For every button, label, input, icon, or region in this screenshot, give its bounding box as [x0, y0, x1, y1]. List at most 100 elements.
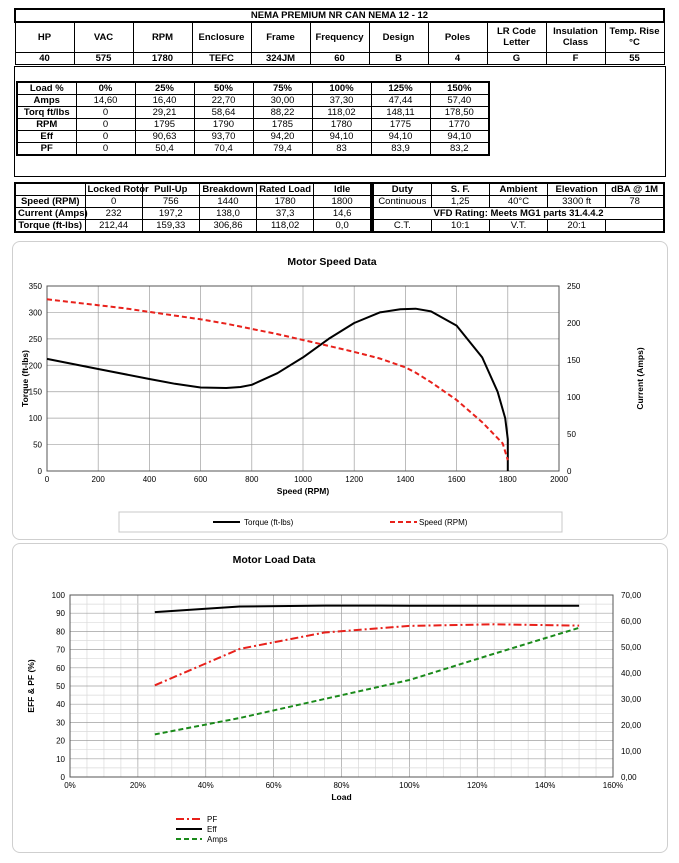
load-cell: 57,40 — [429, 94, 490, 107]
y2-tick-label: 150 — [567, 356, 581, 365]
y2-tick-label: 10,00 — [621, 747, 642, 756]
duty-cell: C.T. — [372, 219, 432, 233]
load-row-rpm: RPM 0 1795 1790 1785 1780 1775 1770 — [16, 118, 490, 131]
y2-axis-title: Current (Amps) — [635, 347, 645, 410]
y-tick-label: 30 — [56, 718, 65, 727]
y-tick-label: 10 — [56, 755, 65, 764]
y-tick-label: 40 — [56, 700, 65, 709]
duty-cell: 10:1 — [430, 219, 490, 233]
load-header-cell: 150% — [429, 81, 490, 95]
load-chart: Motor Load Data 0% 20% 40% 60% 80% 100% 120% 140… — [26, 554, 642, 844]
load-row-label: Torq ft/lbs — [16, 106, 77, 119]
y-tick-label: 50 — [56, 682, 65, 691]
y2-tick-label: 30,00 — [621, 695, 642, 704]
header-label: RPM — [132, 21, 193, 53]
x-tick-label: 600 — [194, 475, 208, 484]
load-cell: 0 — [75, 118, 136, 131]
x-tick-label: 1000 — [294, 475, 312, 484]
x-tick-label: 100% — [399, 781, 419, 790]
legend-box — [118, 511, 563, 533]
performance-table: Locked Rotor Pull-Up Breakdown Rated Loa… — [14, 182, 372, 233]
perf-cell: 159,33 — [141, 219, 200, 233]
perf-header-cell: Rated Load — [256, 182, 315, 196]
load-cell: 14,60 — [75, 94, 136, 107]
y-tick-label: 300 — [29, 308, 43, 317]
load-cell: 83,2 — [429, 142, 490, 156]
load-cell: 83,9 — [370, 142, 431, 156]
load-cell: 1790 — [193, 118, 254, 131]
header-title: NEMA PREMIUM NR CAN NEMA 12 - 12 — [14, 8, 665, 23]
legend-label-speed: Speed (RPM) — [419, 518, 468, 527]
duty-table: Duty S. F. Ambient Elevation dBA @ 1M Co… — [372, 182, 665, 233]
y-tick-label: 60 — [56, 664, 65, 673]
perf-row-speed: Speed (RPM) 0 756 1440 1780 1800 — [14, 195, 372, 208]
x-tick-label: 400 — [143, 475, 157, 484]
perf-header-cell — [14, 182, 86, 196]
x-tick-label: 160% — [603, 781, 623, 790]
x-tick-label: 120% — [467, 781, 487, 790]
load-cell: 88,22 — [252, 106, 313, 119]
duty-cell: 3300 ft — [547, 195, 607, 208]
header-value: TEFC — [191, 51, 252, 65]
duty-header-cell: Ambient — [488, 182, 549, 196]
header-label: Frequency — [309, 21, 370, 53]
load-row-label: Eff — [16, 130, 77, 143]
duty-header-cell: Duty — [372, 182, 432, 196]
series-line-eff — [154, 604, 580, 614]
header-value: G — [486, 51, 547, 65]
perf-row-label: Speed (RPM) — [14, 195, 86, 208]
header-value: 40 — [14, 51, 75, 65]
duty-header-cell: S. F. — [430, 182, 490, 196]
load-header-cell: 50% — [193, 81, 254, 95]
y-tick-label: 90 — [56, 609, 65, 618]
load-cell: 178,50 — [429, 106, 490, 119]
y-tick-label: 50 — [33, 441, 42, 450]
header-value: 4 — [427, 51, 488, 65]
y2-tick-label: 60,00 — [621, 617, 642, 626]
perf-cell: 306,86 — [198, 219, 258, 233]
load-cell: 0 — [75, 142, 136, 156]
header-label: Insulation Class — [545, 21, 606, 53]
y-tick-label: 250 — [29, 335, 43, 344]
duty-cell — [605, 219, 665, 233]
header-value: 575 — [73, 51, 134, 65]
load-header-cell: 25% — [134, 81, 195, 95]
perf-cell: 212,44 — [84, 219, 143, 233]
duty-cell: 40°C — [488, 195, 549, 208]
load-cell: 22,70 — [193, 94, 254, 107]
duty-cell: 1,25 — [430, 195, 490, 208]
y-tick-label: 100 — [29, 414, 43, 423]
header-value: F — [545, 51, 606, 65]
load-cell: 94,20 — [252, 130, 313, 143]
x-axis-title: Load — [331, 792, 351, 802]
header-label: Poles — [427, 21, 488, 53]
x-tick-label: 0% — [64, 781, 76, 790]
load-table: Load % 0% 25% 50% 75% 100% 125% 150% Amp… — [16, 81, 490, 156]
load-header-cell: Load % — [16, 81, 77, 95]
perf-cell: 1800 — [313, 195, 372, 208]
load-cell: 1770 — [429, 118, 490, 131]
chart-title: Motor Load Data — [233, 554, 316, 566]
y2-tick-label: 50,00 — [621, 643, 642, 652]
header-value: 55 — [604, 51, 665, 65]
y-tick-label: 150 — [29, 388, 43, 397]
y-tick-label: 350 — [29, 282, 43, 291]
series-line-amps — [154, 626, 580, 736]
duty-header-cell: Elevation — [547, 182, 607, 196]
load-cell: 58,64 — [193, 106, 254, 119]
x-tick-label: 140% — [535, 781, 555, 790]
load-cell: 50,4 — [134, 142, 195, 156]
x-axis-title: Speed (RPM) — [277, 486, 330, 496]
load-header-cell: 75% — [252, 81, 313, 95]
perf-header-cell: Breakdown — [198, 182, 258, 196]
y-tick-label: 100 — [52, 591, 66, 600]
duty-cell: 78 — [605, 195, 665, 208]
perf-header-cell: Locked Rotor — [84, 182, 149, 196]
vfd-rating: VFD Rating: Meets MG1 parts 31.4.4.2 — [372, 207, 665, 220]
header-value: 1780 — [132, 51, 193, 65]
x-tick-label: 0 — [45, 475, 50, 484]
y-tick-label: 0 — [61, 773, 66, 782]
x-tick-label: 200 — [92, 475, 106, 484]
y2-tick-label: 70,00 — [621, 591, 642, 600]
perf-row-torque: Torque (ft-lbs) 212,44 159,33 306,86 118… — [14, 219, 372, 233]
